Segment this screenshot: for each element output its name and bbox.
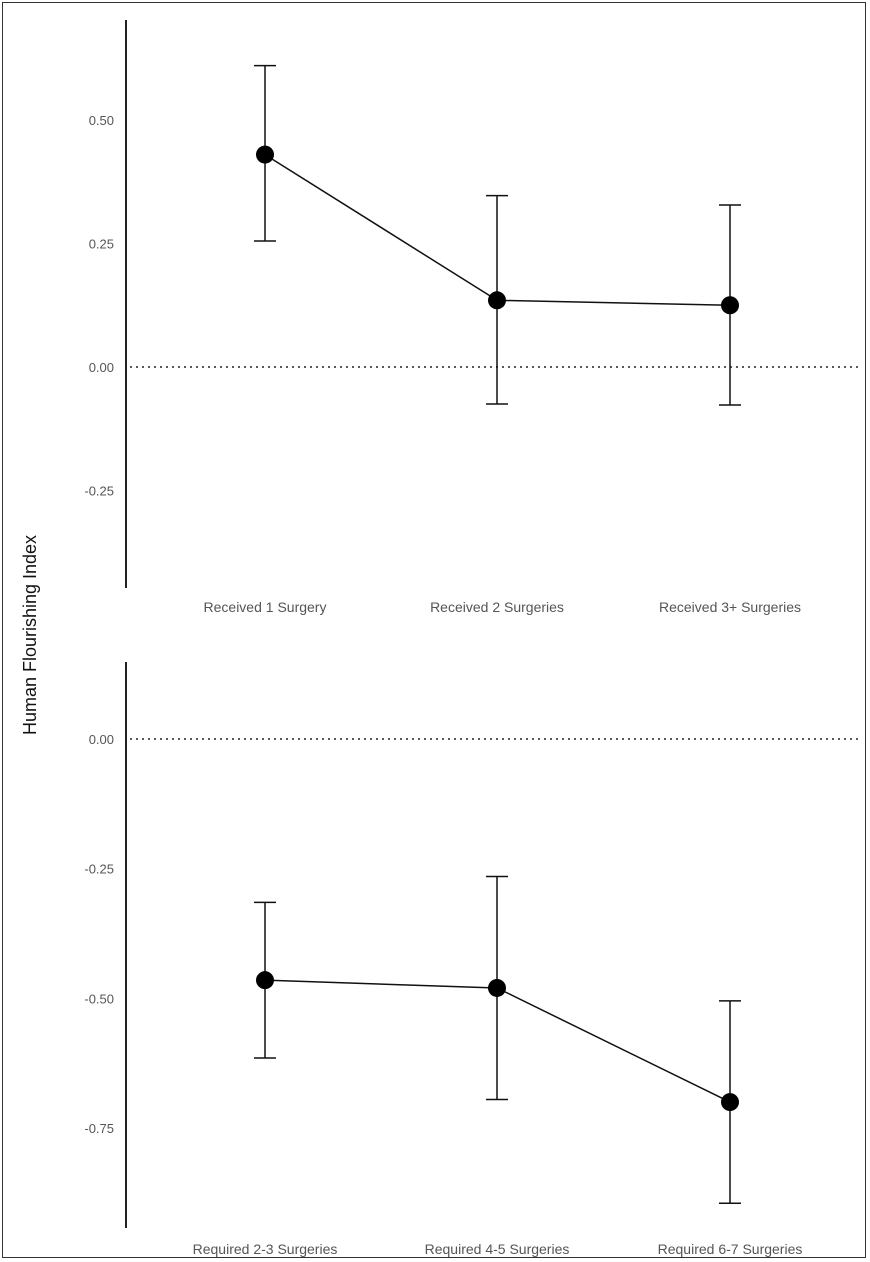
category-label: Received 2 Surgeries	[430, 599, 564, 615]
data-point	[256, 145, 274, 164]
data-point	[256, 971, 274, 990]
y-tick-label: -0.50	[84, 991, 114, 1006]
y-tick-label: 0.00	[89, 732, 114, 747]
category-label: Received 1 Surgery	[204, 599, 327, 615]
category-label: Required 6-7 Surgeries	[658, 1241, 803, 1257]
panel-bottom: 0.00 -0.25 -0.50 -0.75 Required 2-3 Surgerie…	[84, 662, 862, 1257]
panel-top: 0.50 0.25 0.00 -0.25 Received 1 Surgery Recei…	[84, 20, 862, 615]
data-point	[488, 291, 506, 310]
data-point	[721, 1093, 739, 1112]
y-tick-label: 0.00	[89, 360, 114, 375]
y-tick-label: -0.75	[84, 1121, 114, 1136]
y-axis-label: Human Flourishing Index	[20, 535, 40, 735]
category-label: Required 4-5 Surgeries	[425, 1241, 570, 1257]
y-tick-label: -0.25	[84, 862, 114, 877]
category-label: Received 3+ Surgeries	[659, 599, 801, 615]
data-point	[488, 978, 506, 997]
data-point	[721, 296, 739, 315]
y-tick-label: 0.50	[89, 113, 114, 128]
y-tick-label: -0.25	[84, 484, 114, 499]
category-label: Required 2-3 Surgeries	[193, 1241, 338, 1257]
y-tick-label: 0.25	[89, 237, 114, 252]
